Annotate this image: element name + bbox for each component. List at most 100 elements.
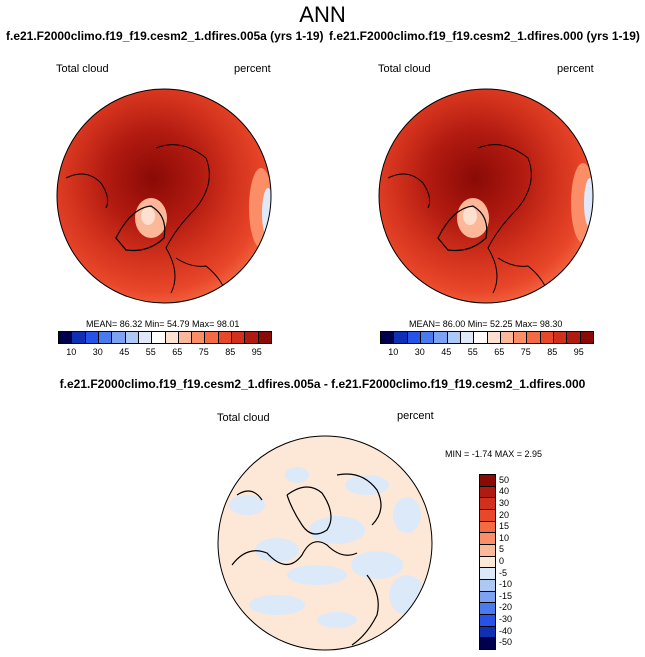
- colorbar-tick-label: 65: [172, 347, 183, 357]
- panel1-polar-map: [56, 88, 272, 304]
- panel2-variable-label: Total cloud: [378, 63, 431, 75]
- colorbar-tick-label: 10: [66, 347, 77, 357]
- colorbar-swatch: [59, 332, 73, 343]
- panel2-colorbar-ticks: 10 30 45 55 65 75 85 95: [380, 347, 592, 359]
- colorbar-swatch: [394, 332, 408, 343]
- colorbar-swatch: [98, 332, 113, 343]
- colorbar-swatch: [165, 332, 179, 343]
- diff-colorbar-tick-label: 20: [499, 509, 510, 520]
- diff-colorbar-swatch: [480, 638, 495, 650]
- colorbar-tick-label: 55: [467, 347, 478, 357]
- colorbar-swatch: [580, 332, 593, 343]
- diff-colorbar-swatch: [480, 568, 495, 581]
- panel2-case-title: f.e21.F2000climo.f19_f19.cesm2_1.dfires.…: [329, 29, 640, 43]
- diff-colorbar-tick-label: 40: [499, 486, 510, 497]
- diff-stats: MIN = -1.74 MAX = 2.95: [445, 449, 543, 459]
- diff-colorbar-tick-label: 5: [499, 544, 505, 555]
- panel1-stats: MEAN= 86.32 Min= 54.79 Max= 98.01: [86, 319, 240, 329]
- colorbar-tick-label: 10: [388, 347, 399, 357]
- diff-colorbar-swatch: [480, 510, 495, 522]
- colorbar-swatch: [232, 332, 246, 343]
- diff-colorbar-swatch: [480, 580, 495, 592]
- diff-colorbar-tick-label: 50: [499, 474, 510, 485]
- colorbar-swatch: [527, 332, 541, 343]
- diff-colorbar-tick-label: -40: [499, 625, 513, 636]
- panel2-polar-map: [378, 88, 594, 304]
- diff-colorbar-swatch: [480, 486, 495, 499]
- colorbar-swatch: [125, 332, 139, 343]
- panel2-units-label: percent: [557, 63, 594, 75]
- diff-colorbar: [479, 474, 496, 650]
- colorbar-swatch: [420, 332, 435, 343]
- diff-colorbar-swatch: [480, 533, 495, 546]
- colorbar-swatch: [554, 332, 568, 343]
- colorbar-swatch: [138, 332, 153, 343]
- colorbar-tick-label: 45: [119, 347, 130, 357]
- panel1-variable-label: Total cloud: [56, 63, 109, 75]
- colorbar-tick-label: 65: [494, 347, 505, 357]
- colorbar-tick-label: 85: [547, 347, 558, 357]
- colorbar-swatch: [434, 332, 448, 343]
- diff-colorbar-swatch: [480, 603, 495, 616]
- colorbar-swatch: [218, 332, 233, 343]
- colorbar-swatch: [460, 332, 475, 343]
- colorbar-swatch: [407, 332, 421, 343]
- diff-colorbar-swatch: [480, 521, 495, 534]
- diff-colorbar-swatch: [480, 556, 495, 569]
- colorbar-swatch: [567, 332, 581, 343]
- diff-colorbar-tick-label: -5: [499, 567, 508, 578]
- diff-colorbar-tick-label: 15: [499, 521, 510, 532]
- diff-polar-map: [217, 435, 433, 651]
- colorbar-tick-label: 75: [198, 347, 209, 357]
- diff-colorbar-swatch: [480, 475, 495, 487]
- colorbar-tick-label: 45: [441, 347, 452, 357]
- diff-colorbar-tick-label: 10: [499, 532, 510, 543]
- colorbar-swatch: [245, 332, 259, 343]
- colorbar-swatch: [178, 332, 193, 343]
- colorbar-tick-label: 55: [145, 347, 156, 357]
- colorbar-swatch: [112, 332, 126, 343]
- colorbar-swatch: [258, 332, 271, 343]
- panel2-stats: MEAN= 86.00 Min= 52.25 Max= 98.30: [409, 319, 563, 329]
- colorbar-tick-label: 95: [251, 347, 262, 357]
- panel1-colorbar-ticks: 10 30 45 55 65 75 85 95: [58, 347, 270, 359]
- diff-colorbar-tick-label: -15: [499, 590, 513, 601]
- colorbar-swatch: [192, 332, 206, 343]
- panel1-units-label: percent: [234, 63, 271, 75]
- diff-colorbar-tick-label: 0: [499, 556, 505, 566]
- diff-variable-label: Total cloud: [217, 412, 270, 424]
- diff-colorbar-tick-label: -20: [499, 602, 513, 613]
- colorbar-swatch: [381, 332, 395, 343]
- diff-colorbar-tick-label: -10: [499, 579, 513, 590]
- colorbar-swatch: [540, 332, 555, 343]
- panel2-colorbar: [380, 331, 594, 344]
- colorbar-tick-label: 75: [520, 347, 531, 357]
- diff-colorbar-swatch: [480, 498, 495, 511]
- diff-colorbar-tick-label: -30: [499, 614, 513, 624]
- colorbar-swatch: [487, 332, 501, 343]
- colorbar-tick-label: 30: [414, 347, 425, 357]
- diff-colorbar-swatch: [480, 615, 495, 627]
- colorbar-tick-label: 95: [573, 347, 584, 357]
- diff-colorbar-tick-label: -50: [499, 637, 513, 648]
- diff-colorbar-swatch: [480, 591, 495, 604]
- figure-title: ANN: [299, 2, 346, 27]
- diff-colorbar-swatch: [480, 545, 495, 557]
- colorbar-tick-label: 85: [225, 347, 236, 357]
- colorbar-swatch: [72, 332, 86, 343]
- colorbar-swatch: [474, 332, 488, 343]
- diff-case-title: f.e21.F2000climo.f19_f19.cesm2_1.dfires.…: [59, 377, 586, 391]
- panel1-colorbar: [58, 331, 272, 344]
- colorbar-swatch: [447, 332, 461, 343]
- diff-units-label: percent: [397, 410, 434, 422]
- panel1-case-title: f.e21.F2000climo.f19_f19.cesm2_1.dfires.…: [6, 29, 324, 43]
- colorbar-swatch: [500, 332, 515, 343]
- colorbar-swatch: [514, 332, 528, 343]
- colorbar-swatch: [85, 332, 99, 343]
- diff-colorbar-swatch: [480, 626, 495, 639]
- colorbar-swatch: [205, 332, 219, 343]
- colorbar-tick-label: 30: [92, 347, 103, 357]
- diff-colorbar-ticks: 50 40 30 20 15 10 5 0 -5 -10 -15 -20 -30 -40 -50: [499, 474, 529, 648]
- colorbar-swatch: [152, 332, 166, 343]
- diff-colorbar-tick-label: 30: [499, 498, 510, 508]
